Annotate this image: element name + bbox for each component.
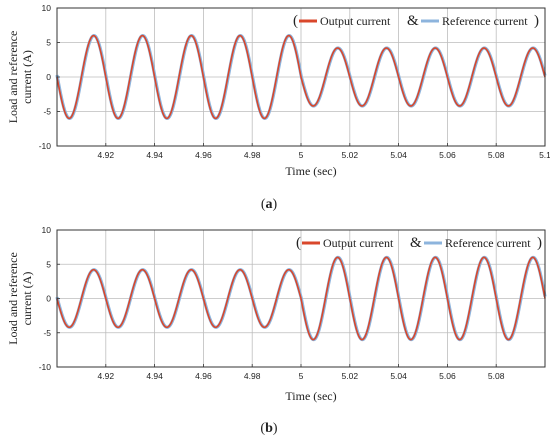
panel-b-x-tick-label-1: 4.94 [146, 371, 163, 381]
panel-b-y-tick-label-3: 5 [46, 259, 51, 269]
panel-b-x-axis-label: Time (sec) [285, 389, 336, 403]
panel-a-x-tick-label-2: 4.96 [195, 150, 212, 160]
panel-a-legend-close-paren: ) [534, 13, 539, 29]
panel-a-y-axis-label: Load and referencecurrent (A) [6, 31, 34, 124]
panel-a-x-tick-label-4: 5 [299, 150, 304, 160]
panel-b-x-tick-label-4: 5 [299, 371, 304, 381]
panel-a-y-axis-label-line-2: current (A) [20, 50, 34, 104]
panel-a-x-tick-label-3: 4.98 [244, 150, 261, 160]
panel-a-x-axis-label: Time (sec) [285, 164, 336, 178]
panel-a: 4.92 4.94 4.96 4.98 5 5.02 5.04 5.06 5.08 5.1 -10 -… [6, 3, 550, 212]
panel-b-panel-label: (b) [260, 421, 277, 436]
panel-b-y-tick-label-0: -10 [39, 362, 52, 372]
panel-a-x-tick-label-6: 5.04 [390, 150, 407, 160]
panel-b-x-tick-label-6: 5.04 [390, 371, 407, 381]
panel-b-y-axis-label-line-1: Load and reference [6, 252, 20, 345]
panel-a-y-tick-label-0: -10 [39, 141, 52, 151]
panel-a-x-tick-label-5: 5.02 [342, 150, 359, 160]
panel-a-y-tick-label-4: 10 [42, 3, 52, 13]
panel-a-legend-open-paren: ( [293, 13, 298, 29]
panel-b: 4.92 4.94 4.96 4.98 5 5.02 5.04 5.06 5.08 -10 -5 0 5… [6, 225, 547, 436]
panel-b-x-tick-label-3: 4.98 [244, 371, 261, 381]
panel-b-y-tick-label-2: 0 [46, 294, 51, 304]
panel-b-y-tick-label-1: -5 [43, 328, 51, 338]
panel-b-legend-label-reference-current: Reference current [445, 236, 531, 250]
panel-a-y-tick-label-1: -5 [43, 107, 51, 117]
panel-a-legend-ampersand: & [407, 13, 419, 29]
panel-a-y-axis-label-line-1: Load and reference [6, 31, 20, 124]
panel-a-x-tick-label-0: 4.92 [98, 150, 115, 160]
panel-b-x-tick-label-8: 5.08 [488, 371, 505, 381]
panel-b-legend: ( Output current & Reference current) [296, 235, 542, 251]
panel-b-legend-open-paren: ( [296, 235, 301, 251]
panel-b-x-tick-label-5: 5.02 [342, 371, 359, 381]
panel-b-x-tick-label-2: 4.96 [195, 371, 212, 381]
panel-a-y-tick-label-3: 5 [46, 38, 51, 48]
panel-a-x-tick-label-8: 5.08 [488, 150, 505, 160]
panel-b-series-output-current [56, 256, 546, 341]
panel-a-y-tick-label-2: 0 [46, 72, 51, 82]
panel-a-legend: ( Output current & Reference current) [293, 13, 539, 29]
panel-b-y-axis-label: Load and referencecurrent (A) [6, 252, 34, 345]
panel-a-series-output-current [56, 34, 546, 120]
panel-b-legend-close-paren: ) [537, 235, 542, 251]
panel-a-legend-label-output-current: Output current [320, 14, 391, 28]
panel-a-x-tick-label-7: 5.06 [439, 150, 456, 160]
panel-b-y-axis-label-line-2: current (A) [20, 272, 34, 326]
panel-a-x-tick-label-9: 5.1 [539, 150, 550, 160]
panel-a-x-tick-label-1: 4.94 [146, 150, 163, 160]
panel-a-panel-label: (a) [261, 197, 278, 212]
panel-b-x-tick-label-0: 4.92 [98, 371, 115, 381]
panel-b-x-tick-label-7: 5.06 [439, 371, 456, 381]
panel-b-legend-label-output-current: Output current [323, 236, 394, 250]
panel-b-y-tick-label-4: 10 [42, 225, 52, 235]
panel-a-legend-label-reference-current: Reference current [442, 14, 528, 28]
panel-b-legend-ampersand: & [410, 235, 422, 251]
